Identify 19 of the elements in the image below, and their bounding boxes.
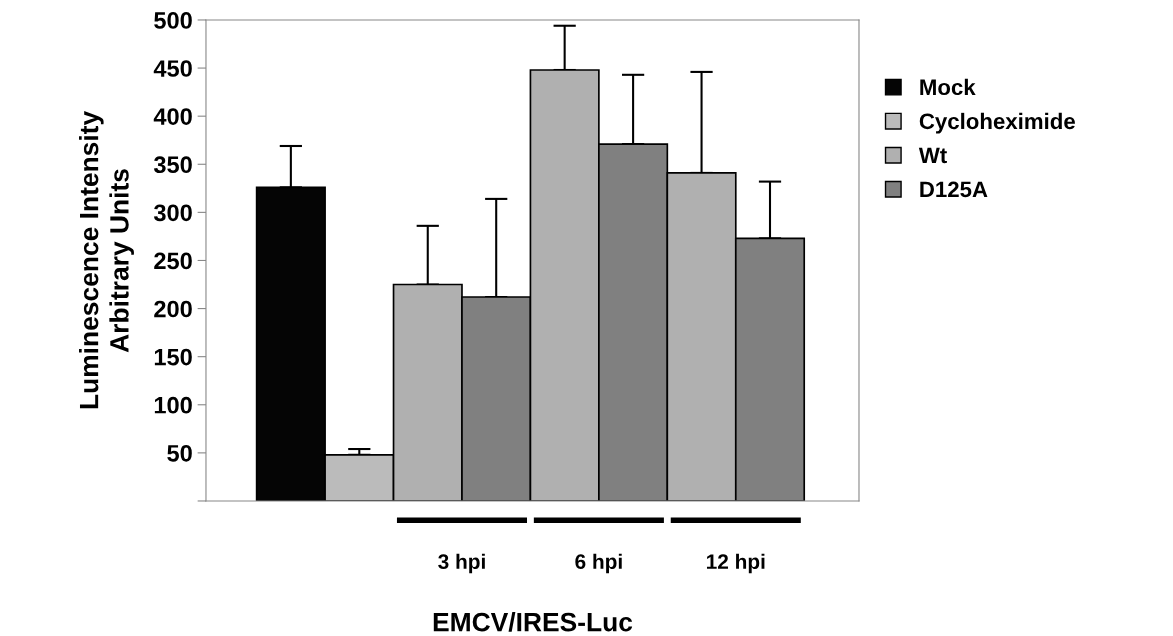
legend-label: Cycloheximide <box>919 112 1075 134</box>
x-tick-label: 6 hpi <box>575 553 622 574</box>
y-tick-label: 200 <box>154 300 192 318</box>
y-tick-label: 350 <box>153 156 192 174</box>
y-tick-label: 250 <box>154 252 192 270</box>
y-tick-label: 300 <box>153 204 192 222</box>
y-axis-title: Luminescence Intensity Arbitrary Units <box>79 111 134 409</box>
x-tick-label: 3 hpi <box>438 553 485 574</box>
legend-label: Wt <box>918 147 947 164</box>
legend-label: Mock <box>920 78 976 96</box>
y-tick-label: 400 <box>153 108 192 125</box>
y-tick-label: 150 <box>154 348 192 366</box>
legend-label: D125A <box>920 181 988 198</box>
x-axis-title: EMCV/IRES-Luc <box>433 612 633 632</box>
x-tick-label: 12 hpi <box>706 553 765 574</box>
y-tick-label: 500 <box>154 12 192 29</box>
y-tick-label: 450 <box>153 60 192 77</box>
y-tick-label: 100 <box>154 396 192 414</box>
y-tick-label: 50 <box>167 444 192 462</box>
